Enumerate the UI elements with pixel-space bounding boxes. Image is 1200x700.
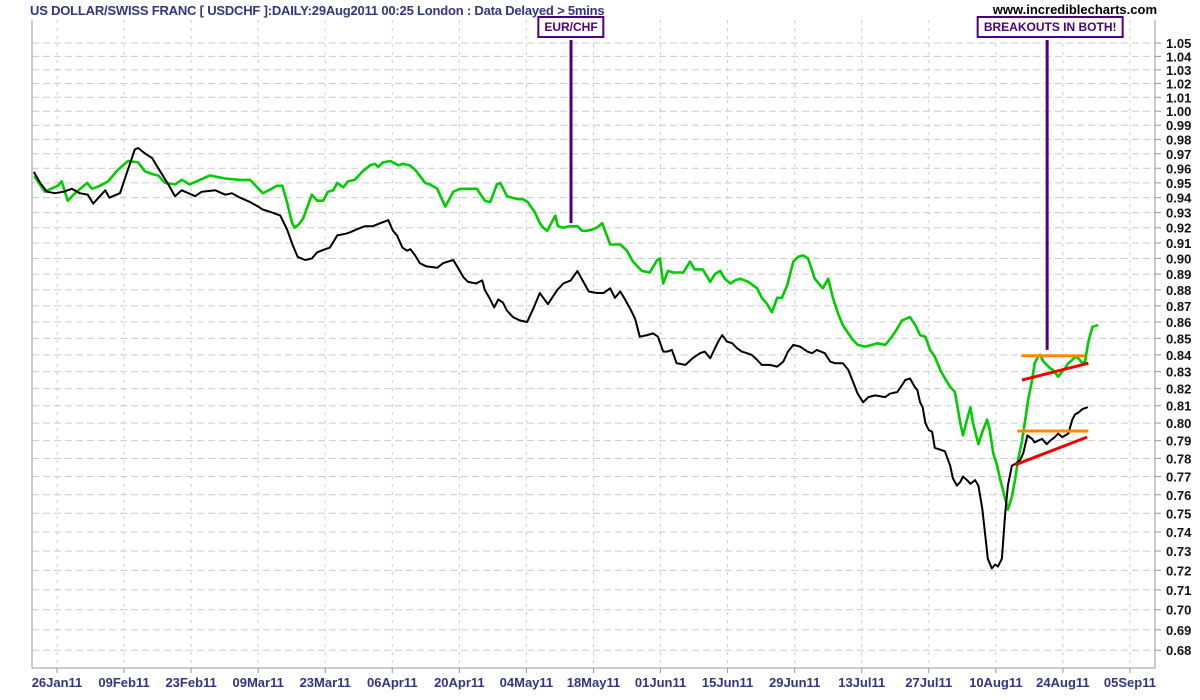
y-tick-label: 0.85 (1166, 331, 1191, 346)
y-tick-label: 0.96 (1166, 161, 1191, 176)
y-tick-label: 1.00 (1166, 104, 1191, 119)
y-tick-label: 0.80 (1166, 416, 1191, 431)
y-tick-label: 0.94 (1166, 191, 1192, 206)
y-tick-label: 0.76 (1166, 488, 1191, 503)
eurchf-callout: EUR/CHF (537, 16, 605, 38)
x-tick-label: 05Sep11 (1104, 675, 1156, 690)
y-tick-label: 1.01 (1166, 90, 1191, 105)
x-tick-label: 23Feb11 (165, 675, 216, 690)
y-tick-label: 0.75 (1166, 506, 1191, 521)
breakouts-callout-label: BREAKOUTS IN BOTH! (983, 20, 1117, 34)
x-tick-label: 18May11 (567, 675, 621, 690)
y-tick-label: 0.87 (1166, 299, 1191, 314)
x-tick-label: 06Apr11 (367, 675, 418, 690)
y-tick-label: 0.81 (1166, 399, 1191, 414)
chart-title: US DOLLAR/SWISS FRANC [ USDCHF ]:DAILY:2… (30, 3, 605, 18)
y-tick-label: 0.98 (1166, 132, 1191, 147)
x-tick-label: 29Jun11 (769, 675, 820, 690)
y-tick-label: 0.90 (1166, 251, 1191, 266)
y-tick-label: 0.73 (1166, 544, 1191, 559)
usdchf-series-line (33, 147, 1088, 570)
watermark-link[interactable]: www.incrediblecharts.com (992, 2, 1157, 17)
x-tick-label: 27Jul11 (905, 675, 952, 690)
y-tick-label: 0.95 (1166, 176, 1191, 191)
y-tick-label: 0.72 (1166, 563, 1191, 578)
x-tick-label: 23Mar11 (300, 675, 351, 690)
y-tick-label: 1.03 (1166, 63, 1191, 78)
x-tick-label: 01Jun11 (635, 675, 686, 690)
breakouts-callout: BREAKOUTS IN BOTH! (976, 16, 1124, 38)
x-tick-label: 09Mar11 (233, 675, 284, 690)
y-tick-label: 0.74 (1166, 525, 1192, 540)
y-tick-label: 0.83 (1166, 365, 1191, 380)
usdchf-trendline (1014, 435, 1088, 467)
x-tick-label: 09Feb11 (98, 675, 149, 690)
y-tick-label: 1.04 (1166, 49, 1192, 64)
y-tick-label: 0.79 (1166, 434, 1191, 449)
y-tick-label: 0.70 (1166, 603, 1191, 618)
y-tick-label: 1.05 (1166, 36, 1191, 51)
y-tick-label: 0.99 (1166, 118, 1191, 133)
y-tick-label: 0.77 (1166, 470, 1191, 485)
x-tick-label: 04May11 (500, 675, 554, 690)
y-tick-label: 0.84 (1166, 348, 1192, 363)
y-tick-label: 1.02 (1166, 77, 1191, 92)
x-tick-label: 20Apr11 (434, 675, 485, 690)
eurchf-series-line (33, 159, 1099, 511)
y-tick-label: 0.91 (1166, 236, 1191, 251)
eurchf-callout-label: EUR/CHF (544, 20, 598, 34)
eurchf-trendline (1021, 361, 1089, 382)
x-tick-label: 26Jan11 (32, 675, 83, 690)
y-tick-label: 0.97 (1166, 147, 1191, 162)
y-tick-label: 0.71 (1166, 583, 1191, 598)
y-tick-label: 0.68 (1166, 643, 1191, 658)
x-tick-label: 15Jun11 (702, 675, 753, 690)
y-tick-label: 0.86 (1166, 315, 1191, 330)
x-tick-label: 10Aug11 (969, 675, 1022, 690)
x-tick-label: 24Aug11 (1036, 675, 1089, 690)
y-tick-label: 0.82 (1166, 382, 1191, 397)
y-tick-label: 0.89 (1166, 267, 1191, 282)
y-tick-label: 0.78 (1166, 451, 1191, 466)
y-tick-label: 0.93 (1166, 206, 1191, 221)
x-tick-label: 13Jul11 (838, 675, 885, 690)
y-tick-label: 0.69 (1166, 623, 1191, 638)
y-tick-label: 0.92 (1166, 221, 1191, 236)
y-tick-label: 0.88 (1166, 283, 1191, 298)
